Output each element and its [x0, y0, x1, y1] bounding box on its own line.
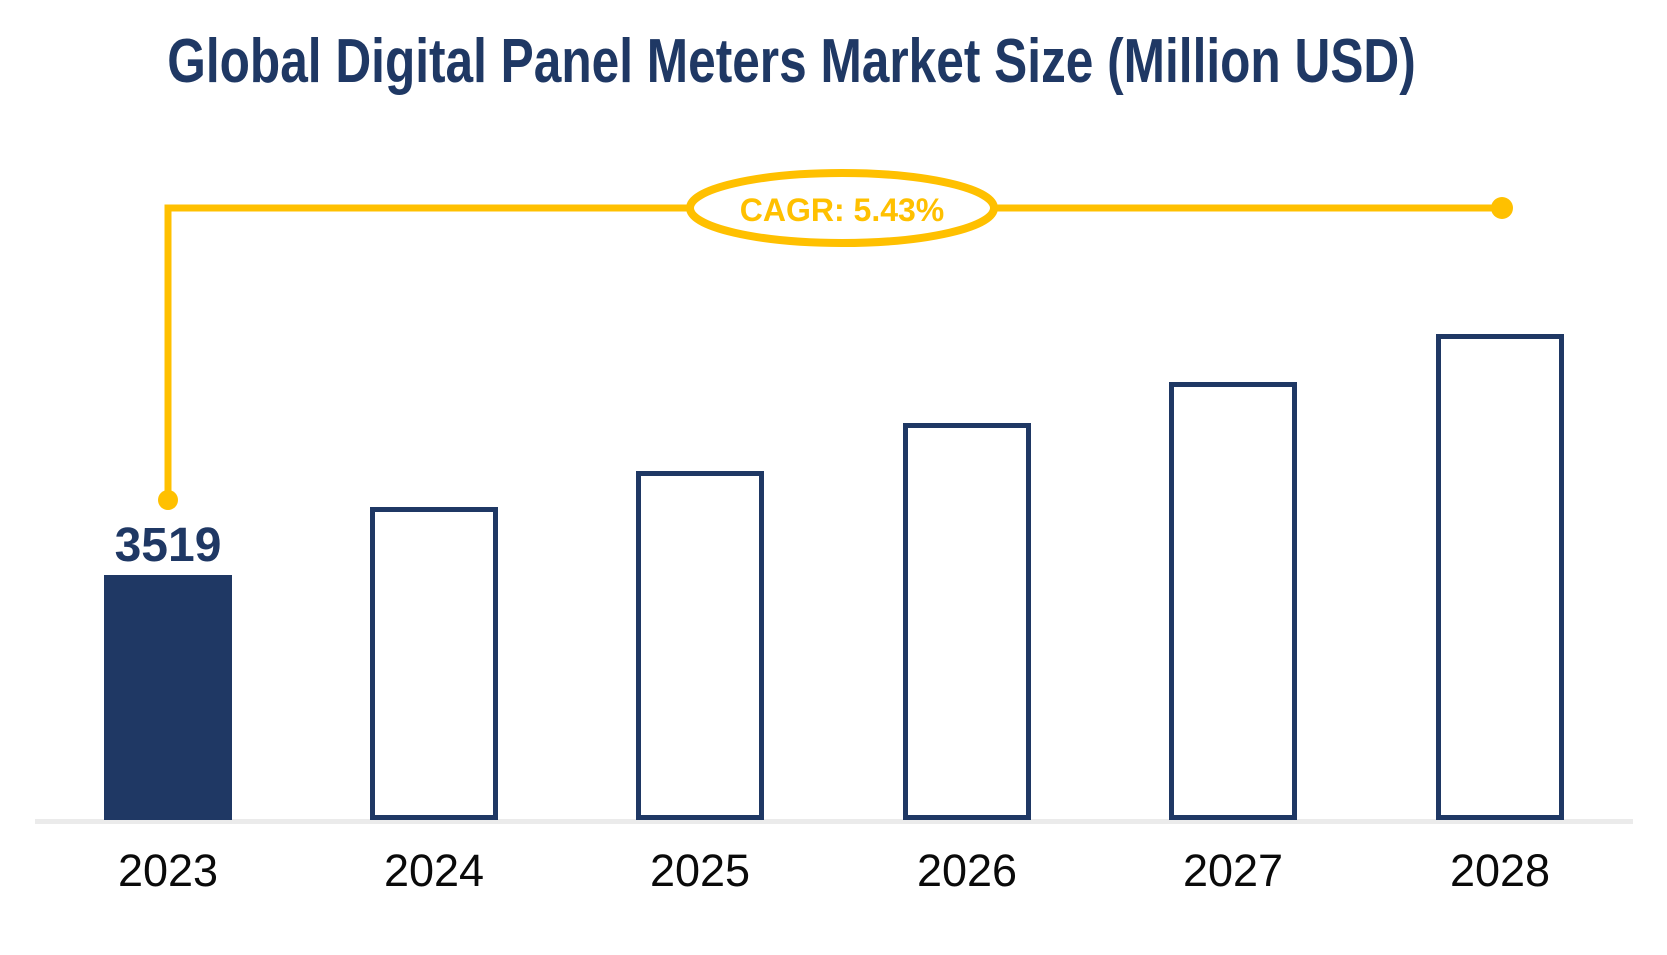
bar-2023: [104, 575, 232, 820]
cagr-ellipse: [686, 169, 998, 247]
x-axis-label-2026: 2026: [916, 845, 1018, 896]
x-axis-label-2023: 2023: [117, 845, 219, 896]
cagr-label: CAGR: 5.43%: [739, 192, 945, 228]
bar-2024: [370, 507, 498, 820]
x-axis-label-2024: 2024: [383, 845, 485, 896]
value-label-2023: 3519: [114, 519, 222, 572]
x-axis-label-2025: 2025: [649, 845, 751, 896]
x-axis-label-2028: 2028: [1449, 845, 1551, 896]
connector-dot-right: [1491, 197, 1513, 219]
bar-2027: [1169, 382, 1297, 820]
bar-2026: [903, 423, 1031, 820]
chart-title: Global Digital Panel Meters Market Size …: [167, 27, 1416, 96]
bar-2025: [636, 471, 764, 820]
x-axis-line: [35, 819, 1633, 824]
bar-2028: [1436, 334, 1564, 820]
cagr-connector-line: [164, 204, 1502, 493]
connector-dot-left: [158, 490, 178, 510]
x-axis-label-2027: 2027: [1182, 845, 1284, 896]
